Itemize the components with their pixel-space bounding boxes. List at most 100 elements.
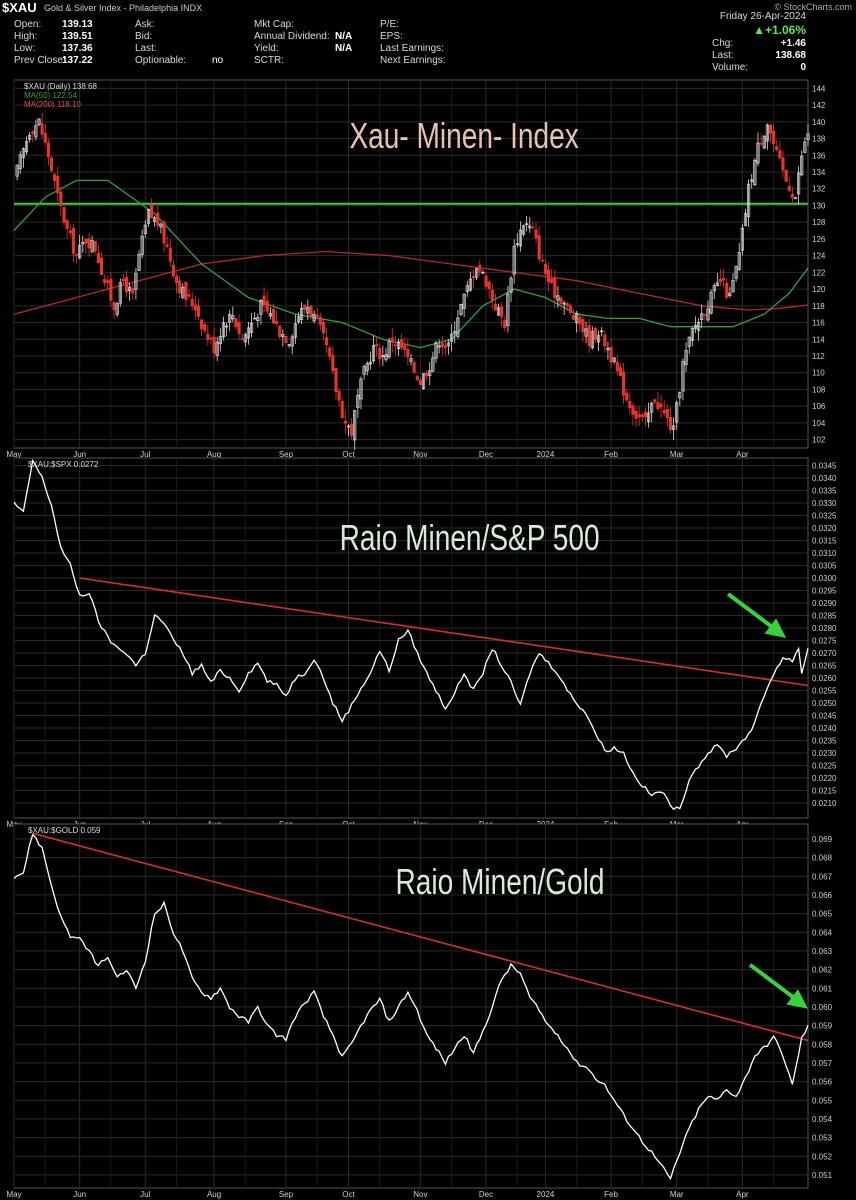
candle-body [34,125,38,138]
candle-body [737,252,741,270]
y-tick-label: 0.0290 [812,599,837,608]
candle-body [306,307,310,314]
candle-body [534,229,538,239]
high-value: 139.51 [62,31,93,42]
legend-entry: MA(50) 122.54 [24,91,77,100]
y-tick-label: 134 [812,168,826,177]
x-tick-label: Sep [279,1190,294,1199]
candle-body [93,240,97,252]
panel-title: Raio Minen/Gold [395,862,604,902]
spx-ratio-panel: 0.0210 0.0215 0.0220 0.0225 0.0230 0.0235 0.02… [6,457,837,829]
x-tick-label: Sep [279,450,294,459]
candle-body [512,245,516,275]
candle-body [115,303,119,315]
candle-body [656,402,660,410]
candle-body [118,282,122,304]
y-tick-label: 0.069 [812,835,833,844]
y-tick-label: 142 [812,101,826,110]
optionable-label: Optionable: [135,55,187,66]
y-tick-label: 0.0220 [812,774,837,783]
candle-body [134,273,138,290]
candle-body [490,289,494,301]
trend-line [79,577,809,687]
candle-body [603,334,607,347]
y-tick-label: 0.0305 [812,562,837,571]
candle-body [731,280,735,293]
candle-body [481,271,485,274]
y-tick-label: 0.057 [812,1059,833,1068]
x-tick-label: 2024 [537,1190,555,1199]
candle-body [406,348,410,358]
x-tick-label: May [6,450,21,459]
candle-body [209,337,213,340]
candle-body [159,223,163,228]
candle-body [593,327,597,341]
y-tick-label: 0.0275 [812,637,837,646]
x-tick-label: Jul [140,1190,150,1199]
candle-body [278,325,282,337]
candle-body [540,259,544,262]
candle-body [193,304,197,311]
candle-body [718,279,723,282]
candle-body [281,334,285,338]
candle-body [578,316,582,325]
candle-body [734,266,738,279]
candle-body [418,379,422,386]
x-tick-label: Dec [479,450,493,459]
candle-body [24,141,29,153]
candle-body [40,123,44,135]
x-tick-label: Jul [140,450,150,459]
candle-body [487,281,491,289]
candle-body [515,243,519,245]
candle-body [728,292,732,297]
x-tick-label: Feb [604,1190,618,1199]
candle-body [615,361,619,372]
ma200-line [13,250,809,315]
y-tick-label: 0.0330 [812,499,837,508]
candle-body [565,303,569,307]
candle-body [772,130,776,144]
y-tick-label: 0.0335 [812,487,837,496]
arrow-head [786,989,808,1009]
candle-body [765,124,769,142]
dividend-value: N/A [335,31,353,42]
x-tick-label: Oct [342,450,355,459]
candle-body [803,141,807,153]
candle-body [581,319,585,333]
candle-body [365,363,369,372]
candle-body [568,305,572,313]
candle-body [65,220,69,230]
candle-body [31,131,35,135]
y-tick-label: 0.0285 [812,612,837,621]
low-value: 137.36 [62,43,93,54]
y-tick-label: 144 [812,84,826,93]
x-tick-label: Feb [604,450,618,459]
candle-body [290,336,294,347]
candle-body [709,291,713,314]
candle-body [371,345,376,362]
y-tick-label: 102 [812,436,826,445]
candle-body [643,411,647,418]
candle-body [331,354,335,372]
candle-body [715,282,719,287]
ratio-line [13,833,809,1181]
candle-body [465,285,469,292]
chg-value: +1.46 [780,38,806,49]
candle-body [87,238,91,249]
candle-body [672,425,676,430]
y-tick-label: 136 [812,151,826,160]
candle-body [622,371,626,396]
y-tick-label: 0.0210 [812,799,837,808]
last-trade-label: Last: [135,43,157,54]
y-tick-label: 112 [812,352,825,361]
legend-entry: $XAU:$SPX 0.0272 [28,460,99,469]
panel-title: Raio Minen/S&P 500 [340,518,600,558]
arrow-head [764,618,787,638]
candle-body [768,124,773,134]
candle-body [140,235,144,255]
candle-body [250,322,254,333]
yield-value: N/A [335,43,353,54]
candle-body [78,245,82,259]
candle-body [787,186,791,192]
candle-body [496,307,501,316]
